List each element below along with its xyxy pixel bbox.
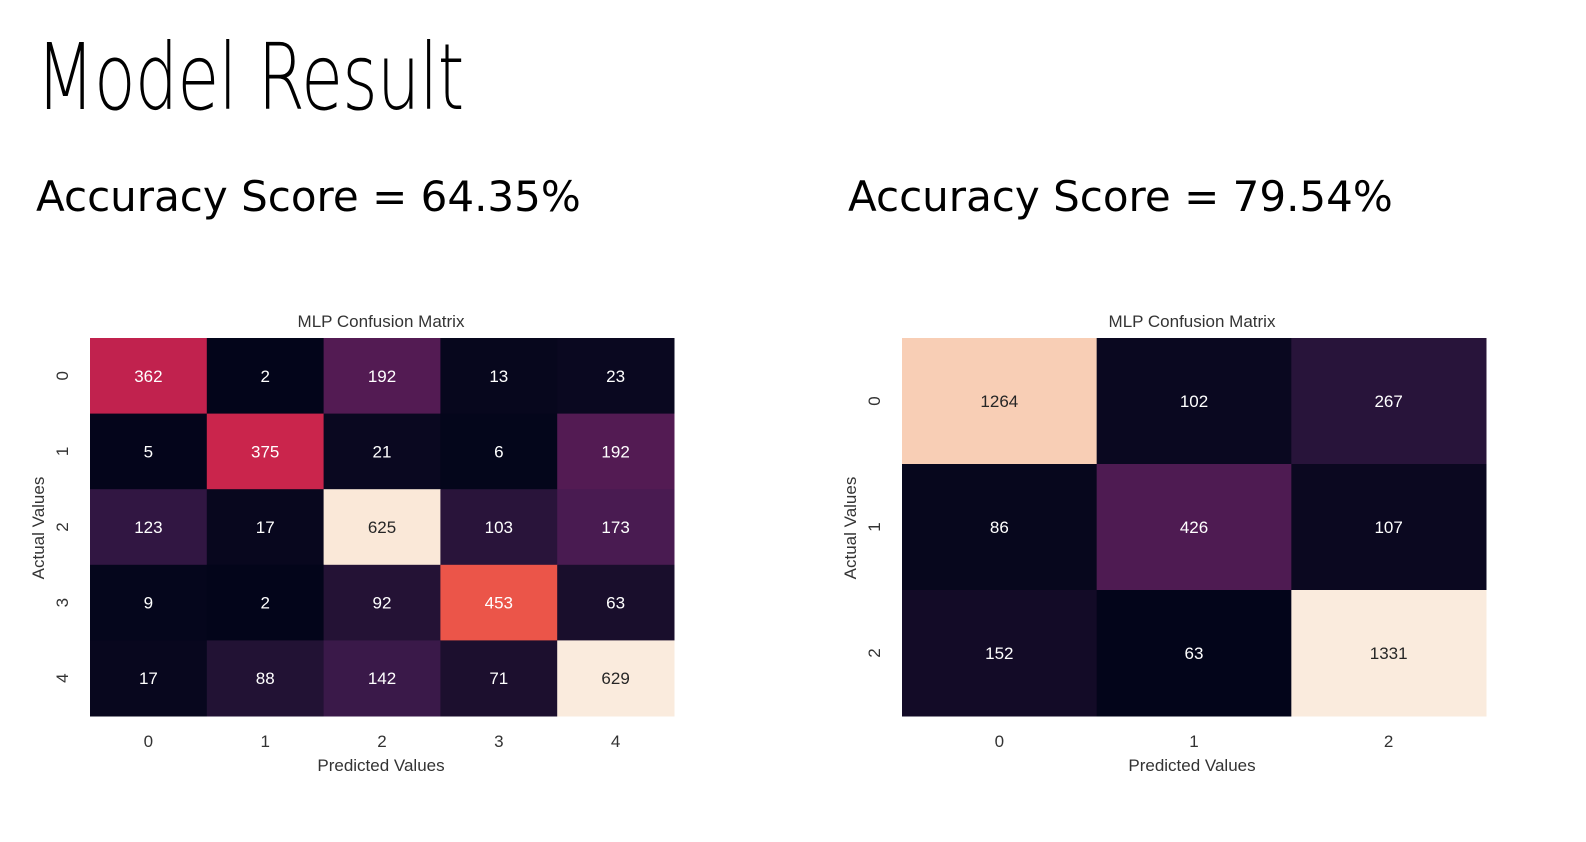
heatmap-cell xyxy=(902,338,1098,465)
cell-value-label: 17 xyxy=(139,669,158,688)
cell-value-label: 629 xyxy=(601,669,629,688)
cell-value-label: 86 xyxy=(990,518,1009,537)
heatmap-cell xyxy=(1096,338,1292,465)
cell-value-label: 107 xyxy=(1374,518,1402,537)
cell-value-label: 362 xyxy=(134,367,162,386)
cell-value-label: 453 xyxy=(485,594,513,613)
heatmap-cell xyxy=(90,338,208,415)
x-axis-label: Predicted Values xyxy=(317,756,444,775)
heatmap-cell xyxy=(206,640,325,717)
cell-value-label: 123 xyxy=(134,518,162,537)
cell-value-label: 21 xyxy=(373,442,392,461)
cell-value-label: 102 xyxy=(1180,392,1208,411)
x-axis-label: Predicted Values xyxy=(1128,756,1255,775)
heatmap-cell xyxy=(323,338,441,415)
heatmap-cell xyxy=(323,564,441,641)
x-tick-label: 2 xyxy=(1384,732,1393,751)
heatmap-cell xyxy=(90,413,208,490)
cell-value-label: 103 xyxy=(485,518,513,537)
heatmap-cell xyxy=(557,489,675,566)
confusion-matrix-left: MLP Confusion Matrix 362 2 192 13 235 375 21 6 1… xyxy=(29,312,675,775)
heatmap-cell xyxy=(90,489,208,566)
cell-value-label: 88 xyxy=(256,669,275,688)
y-tick-label: 2 xyxy=(53,522,72,531)
heatmap-cell xyxy=(1291,338,1487,465)
y-tick-label: 2 xyxy=(865,648,884,657)
heatmap-cell xyxy=(557,413,675,490)
x-tick-label: 1 xyxy=(260,732,269,751)
heatmap-cell xyxy=(1096,590,1292,717)
heatmap-cell xyxy=(206,489,325,566)
chart-title: MLP Confusion Matrix xyxy=(1109,312,1276,331)
cell-value-label: 1264 xyxy=(980,392,1018,411)
heatmap-cell xyxy=(1291,590,1487,717)
heatmap-cell xyxy=(902,590,1098,717)
y-tick-label: 1 xyxy=(53,447,72,456)
y-axis-label: Actual Values xyxy=(841,477,860,580)
heatmap-cell xyxy=(1291,464,1487,591)
cell-value-label: 375 xyxy=(251,442,279,461)
heatmap-cell xyxy=(440,640,558,717)
page-title: Model Result xyxy=(36,24,464,131)
heatmap-cell xyxy=(323,489,441,566)
cell-value-label: 17 xyxy=(256,518,275,537)
x-tick-label: 4 xyxy=(611,732,620,751)
cell-value-label: 71 xyxy=(489,669,508,688)
x-tick-label: 3 xyxy=(494,732,503,751)
heatmap-cell xyxy=(1096,464,1292,591)
x-tick-label: 0 xyxy=(995,732,1004,751)
heatmap-cell xyxy=(440,564,558,641)
heatmap-cell xyxy=(206,564,325,641)
heatmap-cell xyxy=(557,338,675,415)
heatmap-cell xyxy=(557,564,675,641)
heatmap-cell xyxy=(440,413,558,490)
y-tick-label: 3 xyxy=(53,598,72,607)
heatmap-cell xyxy=(440,338,558,415)
heatmap-cell xyxy=(90,564,208,641)
cell-value-label: 6 xyxy=(494,442,503,461)
chart-title: MLP Confusion Matrix xyxy=(298,312,465,331)
heatmap-cell xyxy=(323,640,441,717)
y-tick-label: 4 xyxy=(53,673,72,682)
cell-value-label: 92 xyxy=(373,594,392,613)
cell-value-label: 152 xyxy=(985,644,1013,663)
accuracy-score-right: Accuracy Score = 79.54% xyxy=(848,172,1393,221)
cell-value-label: 2 xyxy=(260,594,269,613)
cell-value-label: 142 xyxy=(368,669,396,688)
heatmap-cell xyxy=(206,338,325,415)
cell-value-label: 63 xyxy=(606,594,625,613)
cell-value-label: 13 xyxy=(489,367,508,386)
cell-value-label: 192 xyxy=(368,367,396,386)
y-axis-label: Actual Values xyxy=(29,477,48,580)
cell-value-label: 23 xyxy=(606,367,625,386)
x-tick-label: 2 xyxy=(377,732,386,751)
heatmap-cell xyxy=(90,640,208,717)
cell-value-label: 267 xyxy=(1374,392,1402,411)
cell-value-label: 9 xyxy=(144,594,153,613)
cell-value-label: 426 xyxy=(1180,518,1208,537)
heatmap-cell xyxy=(206,413,325,490)
y-tick-label: 1 xyxy=(865,522,884,531)
y-tick-label: 0 xyxy=(53,371,72,380)
cell-value-label: 63 xyxy=(1185,644,1204,663)
x-tick-label: 1 xyxy=(1189,732,1198,751)
heatmap-cell xyxy=(557,640,675,717)
heatmap-cell xyxy=(902,464,1098,591)
heatmap-cell xyxy=(323,413,441,490)
cell-value-label: 1331 xyxy=(1370,644,1408,663)
y-tick-label: 0 xyxy=(865,396,884,405)
accuracy-score-left: Accuracy Score = 64.35% xyxy=(36,172,581,221)
cell-value-label: 192 xyxy=(601,442,629,461)
x-tick-label: 0 xyxy=(144,732,153,751)
cell-value-label: 625 xyxy=(368,518,396,537)
heatmap-cell xyxy=(440,489,558,566)
cell-value-label: 5 xyxy=(144,442,153,461)
cell-value-label: 2 xyxy=(260,367,269,386)
cell-value-label: 173 xyxy=(601,518,629,537)
